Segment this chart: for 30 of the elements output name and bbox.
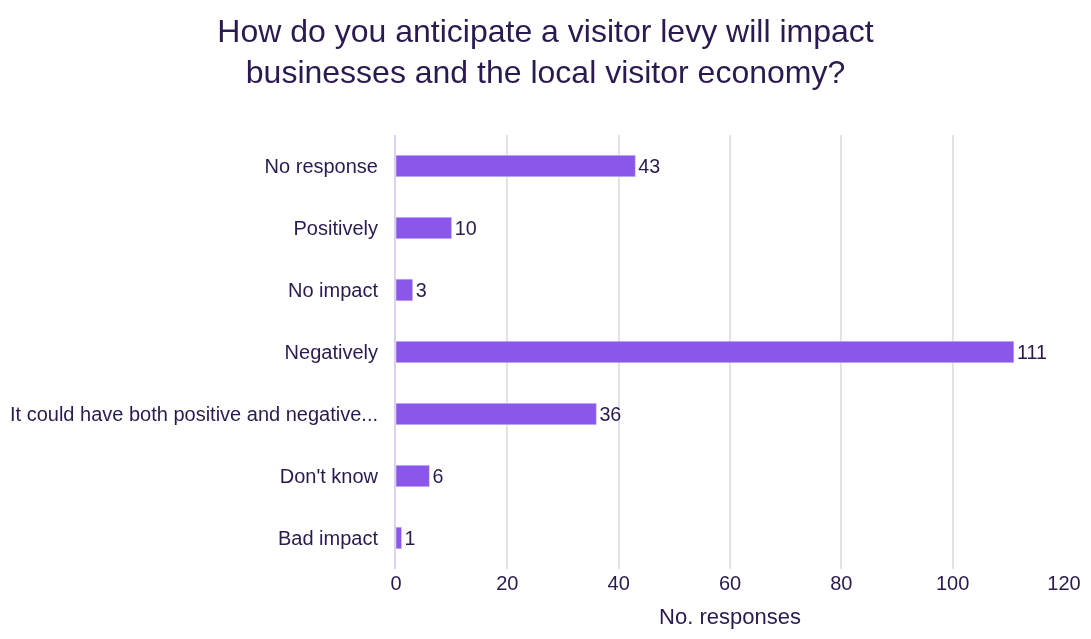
x-tick-label: 100: [935, 572, 970, 594]
data-label: 36: [599, 402, 622, 425]
x-tick-label: 0: [390, 572, 402, 594]
chart-title: How do you anticipate a visitor levy will impact businesses and the local visitor economy?: [217, 12, 874, 91]
bar: [396, 216, 452, 240]
bar: [396, 154, 636, 178]
bar: [396, 340, 1015, 364]
x-tick-label: 60: [718, 572, 742, 594]
data-label: 10: [454, 216, 477, 239]
y-tick-label: No impact: [287, 279, 379, 301]
y-tick-label: Positively: [293, 217, 378, 239]
x-axis-title: No. responses: [659, 603, 801, 629]
bar: [396, 464, 430, 488]
x-tick-label: 20: [496, 572, 519, 594]
bar: [396, 526, 402, 550]
data-label: 3: [415, 278, 427, 301]
bar: [396, 278, 413, 302]
data-label: 111: [1016, 340, 1047, 363]
data-label: 43: [638, 154, 661, 177]
y-tick-label: Don't know: [279, 465, 379, 487]
x-tick-label: 80: [830, 572, 853, 594]
data-label: 6: [432, 464, 444, 487]
x-tick-label: 40: [607, 572, 630, 594]
y-tick-label: No response: [264, 155, 378, 177]
y-tick-label: Negatively: [284, 341, 378, 363]
bar: [396, 402, 597, 426]
y-tick-label: It could have both positive and negative...: [9, 403, 378, 425]
y-tick-label: Bad impact: [277, 527, 379, 549]
data-label: 1: [404, 526, 416, 549]
x-tick-label: 120: [1047, 572, 1081, 594]
